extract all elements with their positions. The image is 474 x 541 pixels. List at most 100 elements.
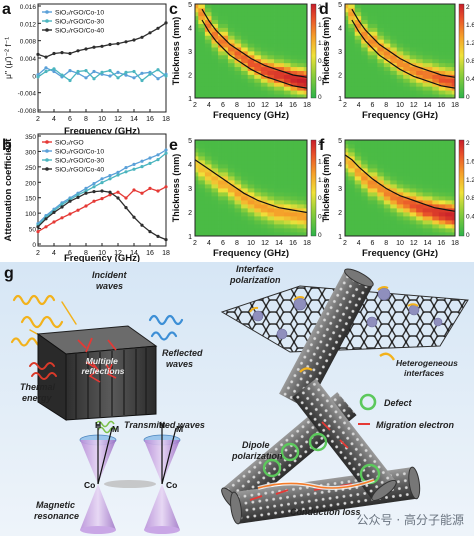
heatmap-cell: [451, 192, 456, 197]
heatmap-cell: [231, 168, 235, 173]
heatmap-cell: [425, 196, 430, 201]
heatmap-cell: [448, 58, 453, 64]
heatmap-cell: [422, 168, 427, 173]
y-tick-label: -0.004: [18, 91, 37, 98]
heatmap-cell: [383, 4, 388, 9]
heatmap-cell: [380, 152, 385, 157]
y-axis-label: Thickness (mm): [171, 154, 181, 223]
heatmap-cell: [214, 58, 219, 64]
heatmap-cell: [234, 168, 239, 173]
heatmap-cell: [208, 140, 212, 145]
heatmap-cell: [445, 11, 449, 17]
heatmap-cell: [214, 78, 219, 83]
heatmap-cell: [274, 15, 278, 21]
heatmap-cell: [374, 70, 378, 75]
heatmap-cell: [195, 208, 199, 213]
y-tick-label: 2: [338, 210, 342, 217]
heatmap-cell: [416, 86, 420, 91]
heatmap-cell: [224, 43, 229, 48]
heatmap-cell: [406, 156, 411, 161]
heatmap-cell: [354, 86, 359, 91]
heatmap-cell: [264, 152, 268, 157]
heatmap-cell: [390, 152, 394, 157]
data-point: [36, 75, 40, 79]
heatmap-cell: [412, 15, 417, 21]
y-tick-label: 1: [188, 234, 192, 241]
heatmap-cell: [345, 54, 349, 60]
heatmap-cell: [370, 31, 375, 36]
heatmap-cell: [270, 156, 275, 161]
heatmap-cell: [451, 168, 456, 173]
heatmap-cell: [211, 39, 216, 44]
heatmap-cell: [254, 31, 258, 36]
heatmap-cell: [251, 204, 255, 209]
heatmap-cell: [345, 152, 349, 157]
heatmap-cell: [438, 184, 443, 189]
heatmap-cell: [354, 216, 359, 221]
heatmap-cell: [257, 39, 262, 44]
data-point: [52, 220, 56, 224]
heatmap-cell: [345, 220, 349, 225]
heatmap-cell: [227, 164, 232, 169]
heatmap-cell: [448, 94, 453, 99]
heatmap-cell: [380, 172, 385, 177]
heatmap-cell: [227, 70, 232, 75]
heatmap-cell: [234, 196, 239, 201]
heatmap-cell: [435, 208, 440, 213]
y-tick-label: 5: [338, 2, 342, 9]
heatmap-cell: [303, 184, 308, 189]
heatmap-cell: [257, 196, 262, 201]
y-tick-label: 0: [32, 73, 36, 80]
heatmap-cell: [224, 204, 229, 209]
heatmap-cell: [221, 152, 226, 157]
heatmap-cell: [214, 4, 219, 9]
heatmap-cell: [429, 152, 433, 157]
heatmap-cell: [254, 39, 258, 44]
heatmap-cell: [445, 176, 449, 181]
heatmap-cell: [300, 31, 305, 36]
heatmap-cell: [393, 188, 398, 193]
heatmap-cell: [377, 208, 381, 213]
heatmap-cell: [264, 27, 268, 32]
heatmap-cell: [412, 43, 417, 48]
heatmap-cell: [244, 232, 249, 237]
heatmap-cell: [442, 51, 446, 56]
legend-marker: [45, 10, 49, 14]
heatmap-cell: [422, 47, 427, 52]
reflected-waves-icon: [148, 314, 184, 341]
heatmap-cell: [412, 172, 417, 177]
heatmap-cell: [383, 70, 388, 75]
heatmap-cell: [348, 66, 352, 71]
heatmap-cell: [274, 208, 278, 213]
heatmap-cell: [383, 148, 388, 153]
heatmap-cell: [224, 188, 229, 193]
heatmap-cell: [290, 160, 295, 165]
heatmap-cell: [195, 78, 199, 83]
heatmap-cell: [227, 212, 232, 217]
heatmap-cell: [387, 168, 391, 173]
heatmap-cell: [224, 144, 229, 149]
heatmap-cell: [383, 54, 388, 60]
heatmap-cell: [357, 212, 362, 217]
heatmap-cell: [445, 39, 449, 44]
heatmap-cell: [445, 180, 449, 185]
heatmap-cell: [303, 176, 308, 181]
heatmap-cell: [251, 220, 255, 225]
heatmap-cell: [345, 232, 349, 237]
heatmap-cell: [377, 180, 381, 185]
heatmap-cell: [387, 192, 391, 197]
heatmap-cell: [254, 156, 258, 161]
heatmap-cell: [283, 86, 288, 91]
heatmap-cell: [403, 168, 407, 173]
heatmap-cell: [442, 164, 446, 169]
heatmap-cell: [201, 212, 206, 217]
heatmap-cell: [237, 31, 242, 36]
x-tick-label: 6: [68, 116, 72, 123]
heatmap-cell: [425, 62, 430, 68]
heatmap-cell: [300, 228, 305, 233]
heatmap-cell: [406, 176, 411, 181]
heatmap-cell: [214, 204, 219, 209]
heatmap-cell: [293, 94, 298, 99]
